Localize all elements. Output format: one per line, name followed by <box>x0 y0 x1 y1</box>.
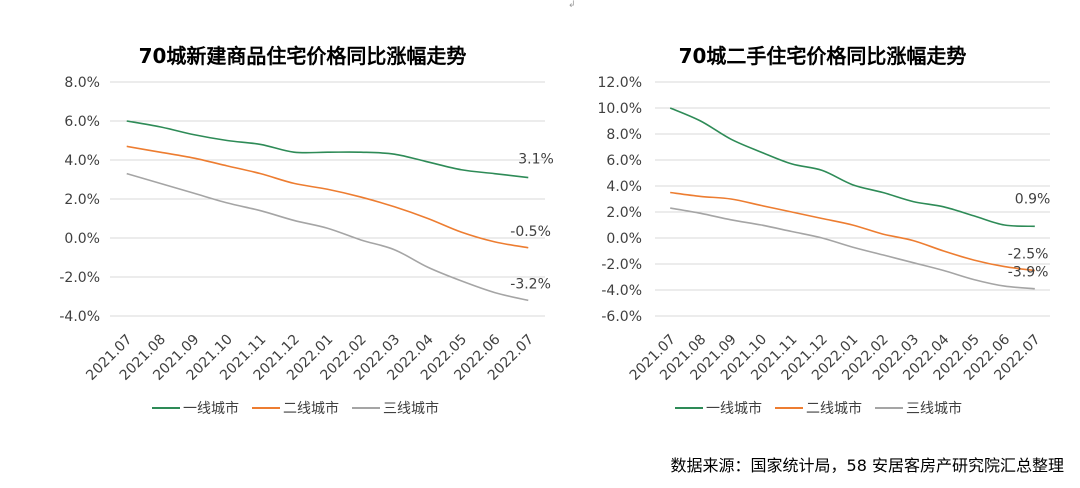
new-homes-y-tick-label: 6.0% <box>64 114 100 130</box>
new-homes-y-tick-label: 0.0% <box>64 231 100 247</box>
paragraph-mark: ↲ <box>568 0 576 10</box>
resale-homes-y-tick-label: 12.0% <box>598 75 642 91</box>
new-homes-end-value-label: 3.1% <box>518 152 554 168</box>
resale-homes-y-tick-label: 10.0% <box>598 101 642 117</box>
resale-homes-series-line-1 <box>669 107 1035 228</box>
resale-homes-legend-label: 三线城市 <box>906 400 962 417</box>
resale-homes-series-line-3 <box>670 207 1035 290</box>
resale-homes-legend-label: 二线城市 <box>806 400 862 417</box>
new-homes-y-tick-label: 2.0% <box>64 192 100 208</box>
resale-homes-y-tick-label: -2.0% <box>601 257 642 273</box>
new-homes-y-tick-label: 8.0% <box>64 75 100 91</box>
new-homes-legend-label: 三线城市 <box>383 400 439 417</box>
chart-title-new-homes: 70城新建商品住宅价格同比涨幅走势 <box>138 44 467 68</box>
resale-homes-end-value-label: -2.5% <box>1008 247 1049 263</box>
new-homes-legend-label: 二线城市 <box>283 400 339 417</box>
resale-homes-end-value-label: 0.9% <box>1015 191 1051 207</box>
resale-homes-legend-label: 一线城市 <box>706 400 762 417</box>
new-homes-series-line-1 <box>126 120 529 179</box>
resale-homes-y-tick-label: -6.0% <box>601 309 642 325</box>
resale-homes-y-tick-label: 2.0% <box>606 205 642 221</box>
resale-homes-y-tick-label: -4.0% <box>601 283 642 299</box>
new-homes-series-line-3 <box>126 172 529 302</box>
new-homes-series-line-2 <box>126 145 529 249</box>
data-source-note: 数据来源：国家统计局，58 安居客房产研究院汇总整理 <box>670 456 1064 475</box>
new-homes-y-tick-label: 4.0% <box>64 153 100 169</box>
new-homes-y-tick-label: -4.0% <box>59 309 100 325</box>
resale-homes-y-tick-label: 6.0% <box>606 153 642 169</box>
new-homes-legend-label: 一线城市 <box>183 400 239 417</box>
resale-homes-end-value-label: -3.9% <box>1008 265 1049 281</box>
resale-homes-y-tick-label: 4.0% <box>606 179 642 195</box>
resale-homes-y-tick-label: 0.0% <box>606 231 642 247</box>
resale-homes-y-tick-label: 8.0% <box>606 127 642 143</box>
new-homes-end-value-label: -3.2% <box>510 276 551 292</box>
new-homes-end-value-label: -0.5% <box>510 224 551 240</box>
new-homes-y-tick-label: -2.0% <box>59 270 100 286</box>
chart-title-resale-homes: 70城二手住宅价格同比涨幅走势 <box>678 44 967 68</box>
resale-homes-series-line-2 <box>670 191 1035 272</box>
